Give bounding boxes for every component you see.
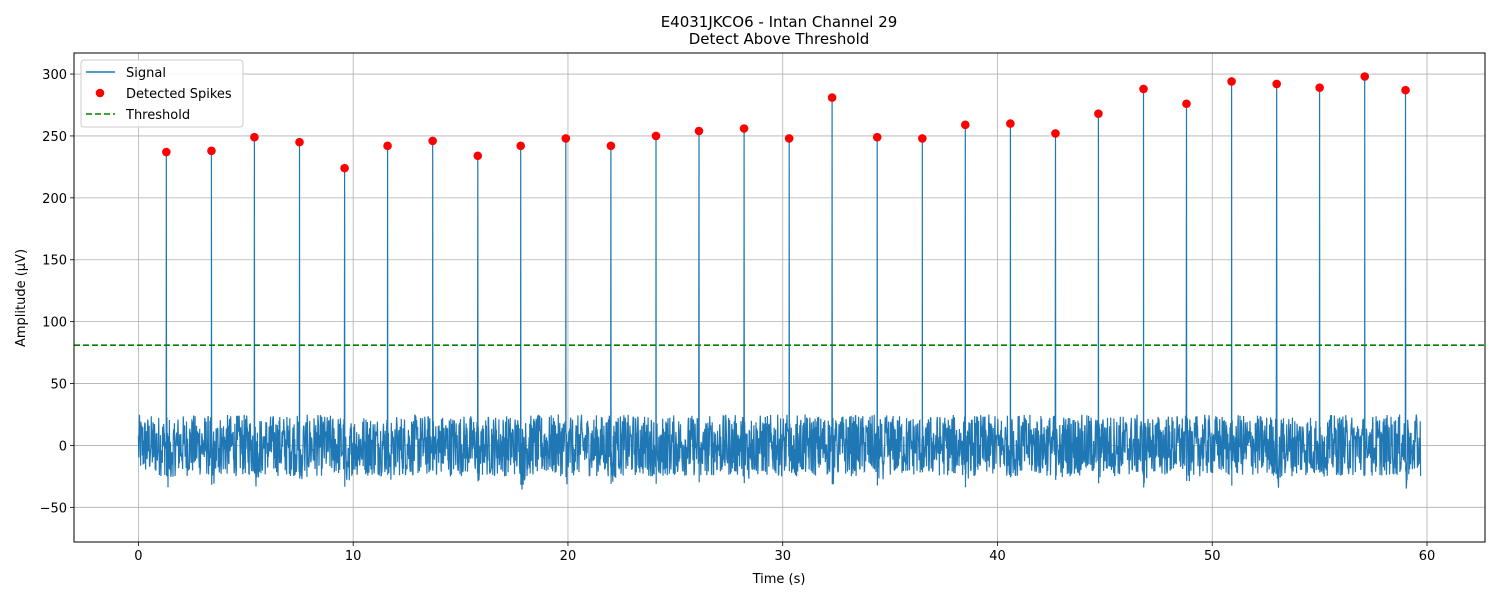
detected-spike-point (295, 137, 304, 147)
y-tick-label: 250 (42, 130, 67, 145)
detected-spike-point (1094, 109, 1103, 118)
detected-spike-point (1182, 99, 1191, 109)
detected-spike-point (918, 134, 927, 143)
legend: Signal Detected Spikes Threshold (80, 59, 244, 128)
detected-spike-point (1051, 129, 1060, 138)
detected-spike-point (739, 124, 749, 133)
detected-spike-point (606, 141, 616, 151)
signal-line (137, 76, 1422, 490)
y-tick-label: 300 (42, 68, 67, 83)
axis-ticks: 0 10 20 30 40 50 60 −50 0 50 100 150 200 250 300 (40, 68, 1436, 564)
legend-spike-swatch (95, 88, 105, 98)
y-tick-label: −50 (40, 501, 67, 516)
legend-label: Signal (126, 66, 166, 81)
detected-spike-point (1401, 85, 1410, 95)
detected-spike-point (428, 136, 437, 146)
detected-spike-point (1139, 84, 1148, 94)
x-axis-label: Time (s) (752, 572, 806, 587)
plot-area (74, 72, 1485, 490)
legend-box (80, 59, 244, 128)
y-tick-label: 150 (42, 254, 67, 269)
detected-spike-point (250, 132, 259, 142)
detected-spike-point (340, 163, 349, 173)
detected-spike-point (1006, 119, 1015, 128)
x-tick-label: 30 (774, 549, 791, 564)
detected-spike-point (473, 151, 483, 161)
x-tick-label: 60 (1419, 549, 1436, 564)
detected-spike-point (960, 120, 970, 130)
plot-frame (73, 52, 1486, 543)
detected-spike-point (1315, 83, 1324, 92)
y-tick-label: 100 (42, 316, 67, 331)
chart-title: E4031JKCO6 - Intan Channel 29 (661, 13, 898, 31)
y-tick-label: 200 (42, 192, 67, 207)
x-tick-label: 10 (345, 549, 362, 564)
y-tick-label: 0 (59, 439, 67, 454)
detected-spike-point (1360, 72, 1370, 81)
detected-spike-point (516, 141, 526, 151)
detected-spike-point (383, 141, 392, 151)
x-tick-label: 20 (560, 549, 577, 564)
detected-spike-point (784, 134, 794, 143)
x-tick-label: 0 (134, 549, 142, 564)
detected-spike-point (651, 131, 661, 141)
detected-spike-point (207, 146, 216, 156)
legend-label: Detected Spikes (126, 87, 232, 102)
detected-spike-point (162, 147, 171, 157)
detected-spike-point (694, 126, 704, 136)
chart-subtitle: Detect Above Threshold (689, 30, 870, 48)
detected-spike-point (872, 132, 882, 142)
legend-label: Threshold (125, 108, 190, 123)
grid-lines (74, 53, 1485, 542)
detected-spike-point (827, 93, 837, 102)
detected-spike-point (1272, 79, 1281, 89)
x-tick-label: 50 (1204, 549, 1221, 564)
y-axis-label: Amplitude (µV) (14, 249, 29, 347)
x-tick-label: 40 (989, 549, 1006, 564)
y-tick-label: 50 (50, 378, 67, 393)
detected-spike-point (1227, 77, 1236, 86)
detected-spike-point (561, 134, 571, 143)
